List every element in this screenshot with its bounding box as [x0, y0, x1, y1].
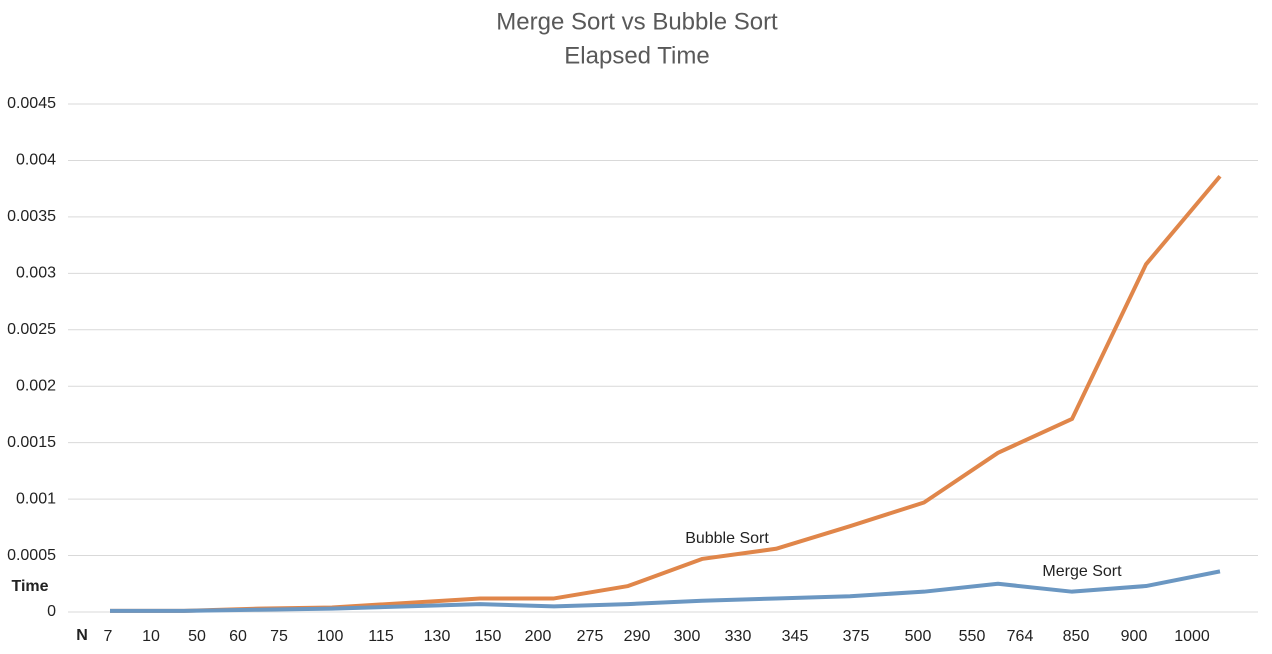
x-tick-label: 850: [1063, 628, 1090, 645]
x-tick-label: 330: [725, 628, 752, 645]
y-tick-label: 0.002: [16, 377, 56, 394]
y-tick-label: 0: [47, 603, 56, 620]
x-tick-label: 345: [782, 628, 809, 645]
y-tick-label: 0.0045: [7, 95, 56, 112]
x-tick-label: 75: [270, 628, 288, 645]
y-tick-label: 0.0025: [7, 321, 56, 338]
x-tick-label: 900: [1121, 628, 1148, 645]
chart-subtitle: Elapsed Time: [564, 42, 709, 69]
y-tick-label: 0.0015: [7, 434, 56, 451]
x-tick-label: 550: [959, 628, 986, 645]
x-tick-label: 100: [317, 628, 344, 645]
series-line: [110, 569, 1221, 613]
y-tick-label: 0.003: [16, 265, 56, 282]
x-tick-label: 275: [577, 628, 604, 645]
x-tick-label: 375: [843, 628, 870, 645]
series-label: Merge Sort: [1042, 563, 1122, 580]
x-tick-label: 50: [188, 628, 206, 645]
y-axis-label: Time: [11, 578, 48, 595]
x-tick-label: 7: [104, 628, 113, 645]
x-tick-label: 1000: [1174, 628, 1210, 645]
x-tick-label: 764: [1007, 628, 1034, 645]
y-tick-label: 0.0035: [7, 208, 56, 225]
x-tick-label: 115: [368, 628, 394, 645]
x-tick-label: 500: [905, 628, 932, 645]
chart-title: Merge Sort vs Bubble Sort: [496, 8, 778, 35]
y-tick-label: 0.004: [16, 152, 56, 169]
y-tick-label: 0.001: [16, 490, 56, 507]
x-tick-label: 10: [142, 628, 160, 645]
x-axis-label: N: [76, 627, 88, 644]
x-tick-label: 300: [674, 628, 701, 645]
x-tick-label: 200: [525, 628, 552, 645]
series-line: [110, 174, 1222, 613]
y-tick-label: 0.0005: [7, 547, 56, 564]
x-tick-label: 150: [475, 628, 502, 645]
x-tick-label: 290: [624, 628, 651, 645]
x-tick-label: 130: [424, 628, 451, 645]
x-tick-label: 60: [229, 628, 247, 645]
series-label: Bubble Sort: [685, 530, 769, 547]
